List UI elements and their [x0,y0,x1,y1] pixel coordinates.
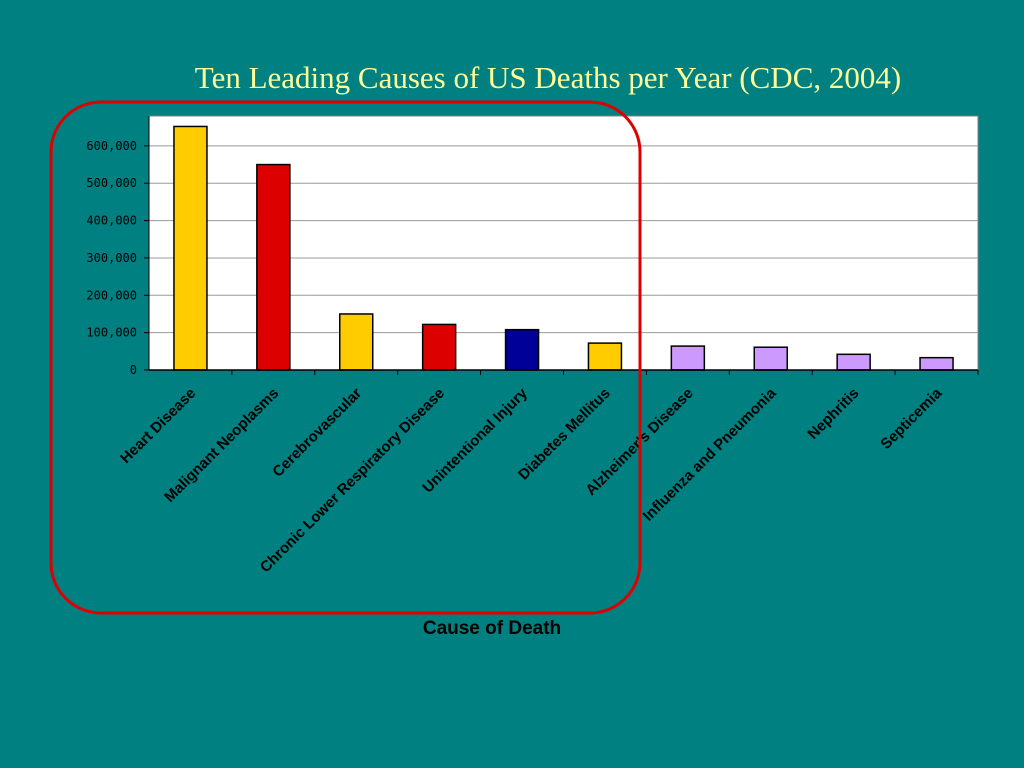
bar [504,328,540,371]
x-category-label: Influenza and Pneumonia [640,384,780,524]
x-category-label: Nephritis [804,385,862,443]
y-tick-label: 100,000 [86,326,137,340]
y-tick-label: 600,000 [86,139,137,153]
bar [587,342,623,371]
highlight-rounded-rectangle [49,100,642,615]
bar [919,356,954,371]
bar [670,345,706,371]
bar [753,346,788,371]
bar [836,353,871,371]
bar [339,313,374,371]
bar [173,125,208,371]
bar [256,163,291,371]
y-tick-label: 0 [130,363,137,377]
y-tick-label: 200,000 [86,288,137,302]
y-tick-label: 400,000 [86,214,137,228]
bar [421,323,457,371]
x-category-label: Heart Disease [117,385,199,467]
y-tick-label: 500,000 [86,176,137,190]
x-category-label: Diabetes Mellitus [515,385,614,484]
axes [144,116,979,375]
x-category-label: Cerebrovascular [269,385,365,481]
x-category-label: Chronic Lower Respiratory Disease [257,385,448,576]
y-tick-label: 300,000 [86,251,137,265]
x-category-label: Septicemia [877,384,945,452]
chart-title: Ten Leading Causes of US Deaths per Year… [194,60,902,95]
y-tick-labels: 0 100,000 200,000 300,000 400,000 500,000 600,… [86,139,137,377]
x-axis-title: Cause of Death [423,618,561,639]
bars [173,125,954,371]
